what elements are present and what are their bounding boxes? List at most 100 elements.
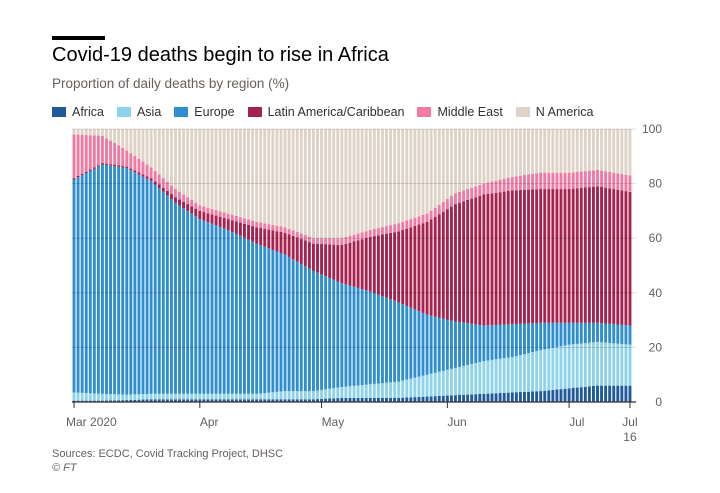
bar-segment-europe (380, 296, 384, 384)
bar-segment-asia (72, 392, 76, 401)
legend-label-asia: Asia (136, 105, 162, 119)
bar-segment-namerica (328, 129, 332, 239)
bar-segment-europe (498, 324, 502, 359)
bar-segment-latam (275, 231, 279, 252)
bar-segment-asia (421, 375, 425, 397)
bar-segment-mideast (490, 181, 494, 194)
bar-segment-africa (194, 399, 198, 402)
bar-segment-mideast (535, 173, 539, 190)
bar-segment-africa (137, 399, 141, 402)
bar-segment-asia (222, 393, 226, 400)
bar-segment-latam (291, 235, 295, 260)
bar-segment-europe (96, 166, 100, 394)
bar-segment-namerica (559, 129, 563, 173)
bar-segment-latam (72, 178, 76, 180)
bar-segment-latam (251, 226, 255, 242)
bar-segment-latam (474, 197, 478, 325)
bar-segment-europe (230, 231, 234, 394)
bar-segment-namerica (389, 129, 393, 226)
bar-segment-africa (441, 395, 445, 402)
bar-segment-latam (559, 189, 563, 323)
bar-segment-asia (259, 393, 263, 400)
bar-segment-europe (364, 290, 368, 385)
bar-segment-europe (100, 164, 104, 394)
bar-segment-namerica (72, 129, 76, 135)
bar-segment-asia (380, 383, 384, 398)
bar-segment-namerica (425, 129, 429, 214)
bar-segment-europe (474, 324, 478, 363)
bar-segment-mideast (445, 199, 449, 210)
bar-segment-mideast (409, 219, 413, 228)
bar-segment-africa (401, 397, 405, 402)
bar-segment-asia (117, 394, 121, 401)
bar-segment-namerica (348, 129, 352, 236)
x-tick-label: Jul (569, 415, 584, 429)
bar-segment-asia (628, 344, 632, 386)
bar-segment-mideast (608, 172, 612, 189)
bar-segment-europe (76, 177, 80, 393)
bar-segment-europe (113, 166, 117, 395)
bar-segment-asia (214, 393, 218, 400)
bar-segment-mideast (182, 194, 186, 202)
bar-segment-asia (470, 363, 474, 395)
bar-segment-asia (291, 391, 295, 400)
bar-segment-namerica (226, 129, 230, 214)
bar-segment-africa (531, 391, 535, 402)
bar-segment-latam (364, 238, 368, 291)
bar-segment-mideast (251, 220, 255, 227)
bar-segment-latam (547, 189, 551, 323)
bar-segment-latam (389, 232, 393, 300)
legend-swatch-mideast (417, 107, 432, 117)
bar-segment-africa (417, 396, 421, 402)
bar-segment-europe (490, 325, 494, 360)
bar-segment-asia (531, 352, 535, 392)
bar-segment-asia (307, 391, 311, 400)
bar-segment-africa (628, 385, 632, 402)
bar-segment-mideast (255, 221, 259, 228)
bar-segment-europe (311, 270, 315, 392)
bar-segment-africa (238, 399, 242, 402)
bar-segment-mideast (376, 228, 380, 236)
bar-segment-namerica (299, 129, 303, 234)
bar-segment-africa (259, 399, 263, 402)
bar-segment-africa (283, 399, 287, 402)
bar-segment-namerica (275, 129, 279, 226)
bar-segment-africa (299, 399, 303, 402)
bar-segment-europe (401, 304, 405, 381)
bar-segment-namerica (405, 129, 409, 221)
bar-segment-mideast (206, 207, 210, 214)
bar-segment-mideast (198, 205, 202, 211)
bar-segment-europe (543, 322, 547, 350)
bar-segment-namerica (454, 129, 457, 194)
legend-swatch-europe (174, 107, 189, 117)
bar-segment-namerica (137, 129, 141, 159)
bar-segment-namerica (604, 129, 608, 172)
bar-segment-latam (368, 236, 372, 292)
bar-segment-mideast (449, 196, 453, 207)
bar-segment-africa (84, 400, 88, 402)
bar-segment-latam (328, 244, 332, 278)
bar-segment-mideast (80, 134, 84, 174)
bar-segment-africa (498, 393, 502, 402)
bar-segment-asia (105, 393, 108, 401)
bar-segment-mideast (259, 222, 263, 229)
bar-segment-latam (397, 231, 401, 303)
bar-segment-latam (243, 223, 246, 238)
bar-segment-namerica (490, 129, 494, 182)
bar-segment-mideast (531, 173, 535, 190)
bar-segment-namerica (251, 129, 255, 221)
bar-segment-africa (482, 393, 486, 402)
bar-segment-namerica (372, 129, 376, 230)
bar-segment-africa (494, 393, 498, 402)
bar-segment-latam (161, 187, 165, 192)
y-tick-label: 20 (649, 340, 663, 354)
bar-segment-latam (255, 227, 259, 244)
bar-segment-europe (523, 323, 526, 355)
bar-segment-namerica (539, 129, 543, 173)
bar-segment-asia (263, 393, 267, 400)
bar-segment-africa (251, 399, 255, 402)
bar-segment-mideast (401, 221, 405, 231)
bar-segment-africa (214, 399, 218, 402)
bar-segment-namerica (316, 129, 319, 239)
bar-segment-namerica (421, 129, 425, 215)
